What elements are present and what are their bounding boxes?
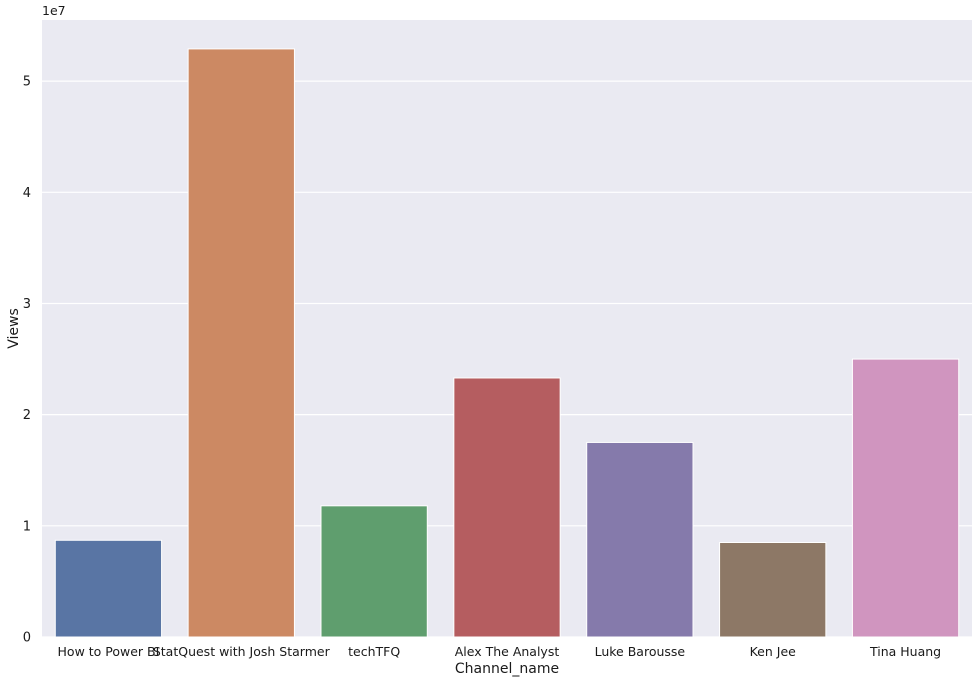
bars: [54, 48, 960, 638]
y-tick-labels: 0 1 2 3 4 5: [23, 75, 31, 646]
x-tick-label: Luke Barousse: [595, 644, 686, 659]
bar: [320, 505, 428, 638]
y-tick-label: 2: [23, 408, 31, 423]
x-tick-label: techTFQ: [348, 644, 400, 659]
y-axis-offset-label: 1e7: [42, 3, 66, 18]
x-tick-label: How to Power BI: [58, 644, 160, 659]
bar: [851, 358, 960, 638]
y-axis-label: Views: [6, 308, 22, 349]
x-tick-label: StatQuest with Josh Starmer: [153, 644, 331, 659]
y-tick-label: 5: [23, 75, 31, 90]
x-tick-label: Tina Huang: [869, 644, 941, 659]
bar: [453, 377, 561, 638]
x-tick-label: Ken Jee: [750, 644, 797, 659]
bar: [54, 539, 163, 638]
x-tick-label: Alex The Analyst: [455, 644, 560, 659]
y-tick-label: 0: [23, 631, 31, 646]
x-axis-label: Channel_name: [455, 661, 559, 677]
y-tick-label: 1: [23, 519, 31, 534]
y-tick-label: 4: [23, 186, 31, 201]
bar: [586, 441, 694, 638]
bar: [719, 542, 827, 638]
y-tick-label: 3: [23, 297, 31, 312]
bar: [187, 48, 295, 638]
